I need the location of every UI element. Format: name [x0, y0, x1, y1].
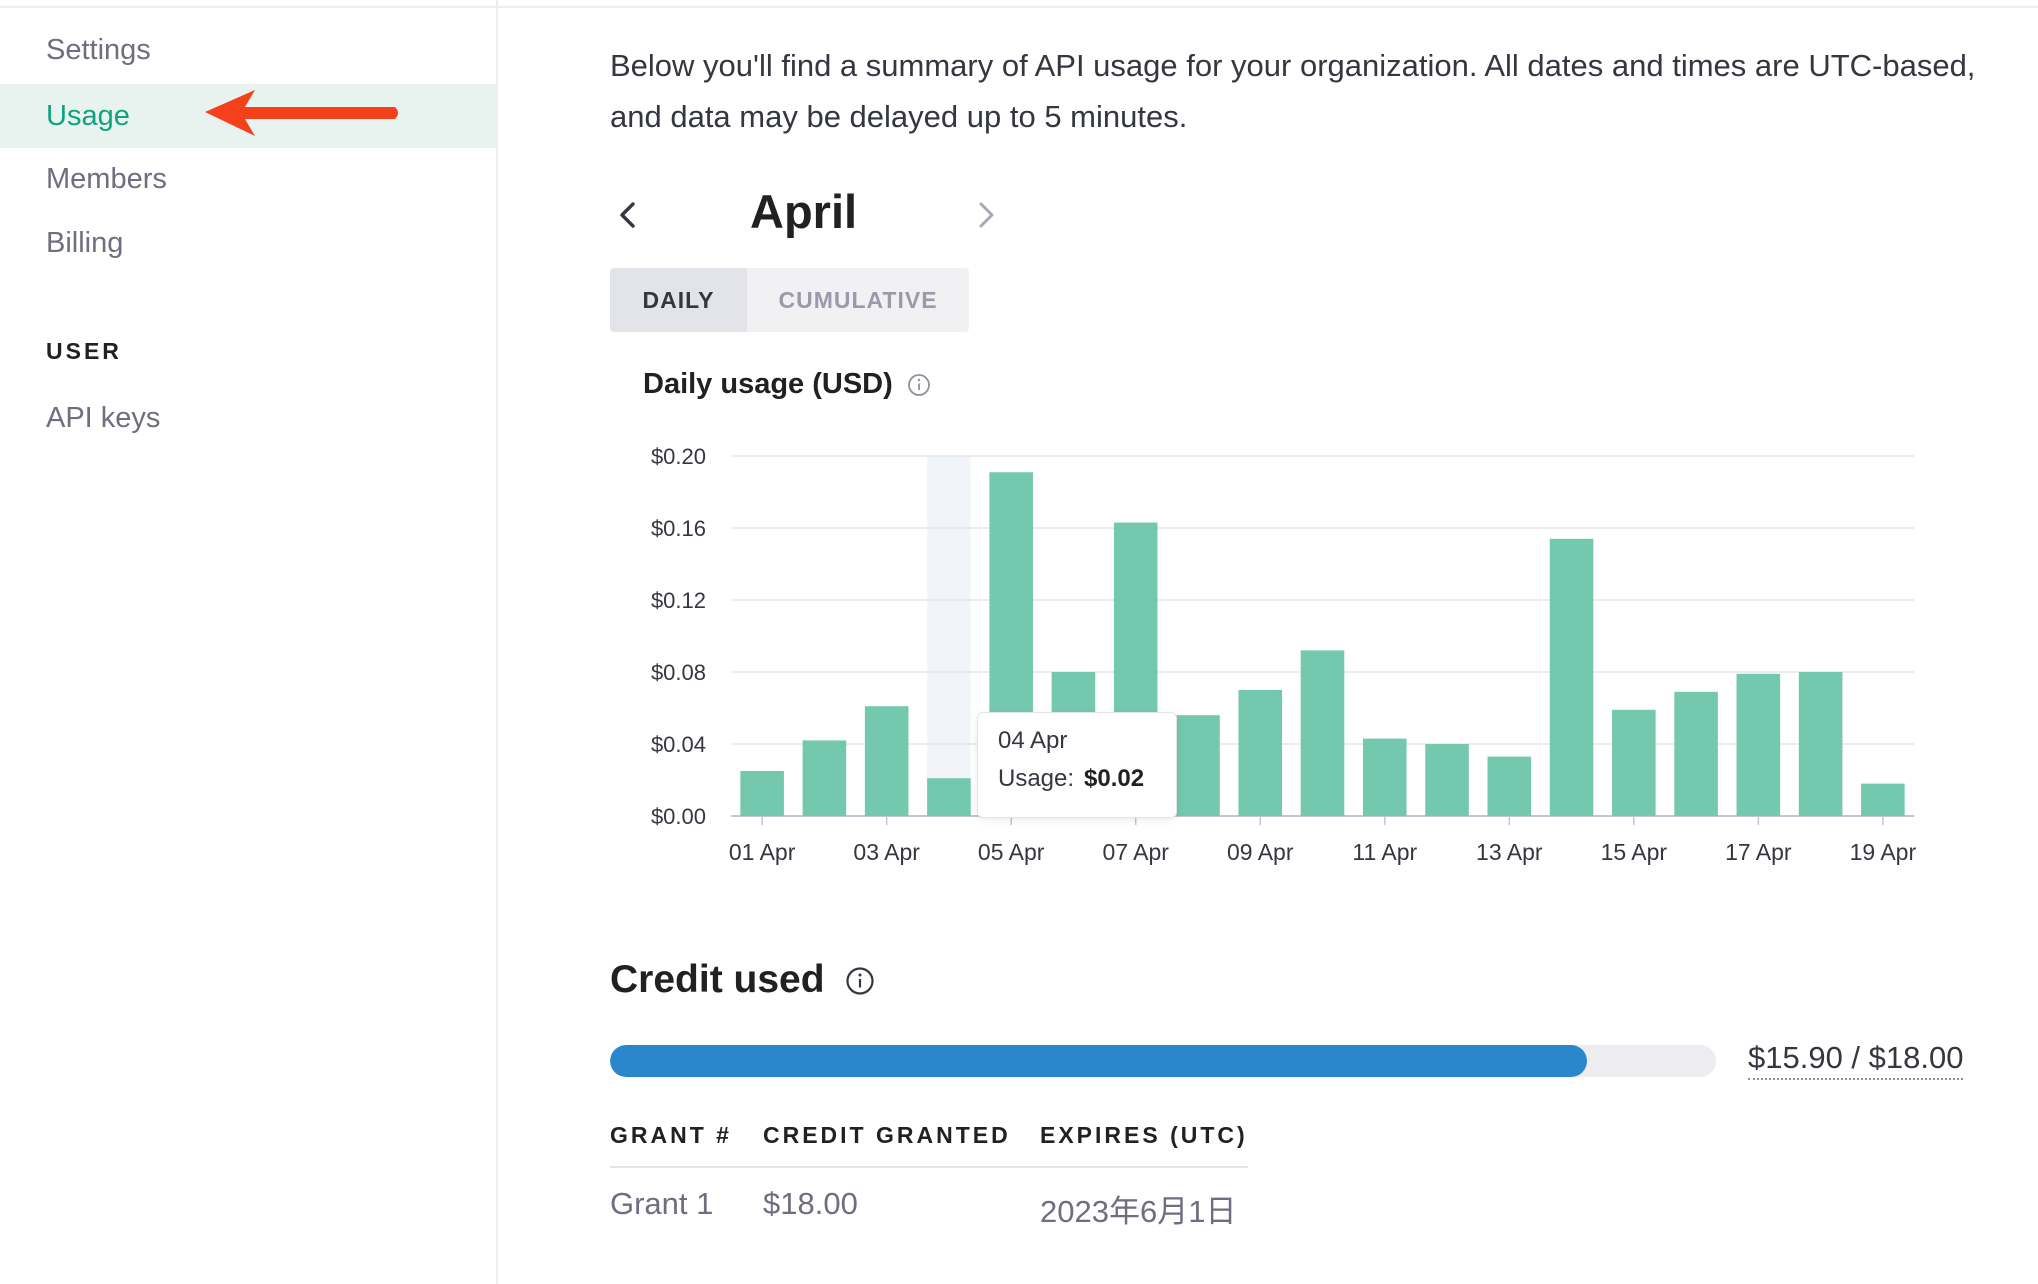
chart-bar[interactable] — [1425, 744, 1469, 816]
column-header-grant: GRANT # — [610, 1122, 732, 1148]
x-tick-label: 05 Apr — [978, 839, 1045, 865]
tooltip-label: Usage: — [998, 765, 1075, 792]
chart-bar[interactable] — [864, 706, 909, 816]
credit-progress-bar — [610, 1045, 1716, 1077]
info-icon[interactable] — [907, 373, 931, 397]
chevron-left-icon[interactable] — [612, 198, 646, 232]
sidebar-item-billing[interactable]: Billing — [0, 211, 496, 275]
month-title: April — [750, 185, 858, 238]
chart-bar[interactable] — [1176, 715, 1220, 816]
chart-hover-band — [927, 456, 971, 816]
chart-bar[interactable] — [1362, 738, 1407, 816]
chart-bar[interactable] — [1487, 756, 1532, 816]
sidebar-item-label: Usage — [46, 99, 130, 132]
month-selector: April — [610, 180, 1010, 250]
sidebar-item-label: Members — [46, 162, 167, 195]
tooltip-date: 04 Apr — [998, 727, 1068, 754]
credit-used-title: Credit used — [610, 958, 825, 1001]
tooltip-value: $0.02 — [1084, 765, 1145, 792]
sidebar-section-user-title: USER — [46, 338, 122, 364]
chart-bar[interactable] — [1736, 673, 1781, 816]
x-tick-label: 01 Apr — [729, 839, 796, 865]
x-tick-label: 15 Apr — [1601, 839, 1668, 865]
x-tick-label: 09 Apr — [1227, 839, 1294, 865]
y-tick-label: $0.04 — [651, 732, 706, 757]
y-tick-label: $0.16 — [651, 516, 706, 541]
sidebar-item-label: Settings — [46, 33, 151, 66]
x-tick-label: 07 Apr — [1102, 839, 1169, 865]
x-tick-label: 17 Apr — [1725, 839, 1792, 865]
top-divider — [0, 0, 2038, 8]
chart-bar[interactable] — [1238, 690, 1283, 816]
credit-amount[interactable]: $15.90 / $18.00 — [1748, 1040, 1964, 1080]
daily-usage-chart: $0.20 $0.16 $0.12 $0.08 $0.04 $0.00 01 Apr 03 A… — [651, 444, 1917, 865]
chart-bar[interactable] — [1549, 538, 1594, 816]
chart-bar[interactable] — [927, 778, 971, 816]
chart-bar[interactable] — [1300, 650, 1345, 816]
sidebar-item-label: Billing — [46, 226, 124, 259]
chart-tooltip: 04 Apr Usage: $0.02 — [977, 712, 1177, 818]
red-arrow-icon — [205, 90, 398, 136]
grants-table: GRANT # CREDIT GRANTED EXPIRES (UTC) Gra… — [610, 1118, 1248, 1238]
tab-cumulative[interactable]: CUMULATIVE — [778, 286, 938, 313]
column-header-expires: EXPIRES (UTC) — [1040, 1122, 1248, 1148]
x-tick-label: 19 Apr — [1850, 839, 1917, 865]
chevron-right-icon[interactable] — [968, 198, 1002, 232]
chart-bar[interactable] — [1674, 691, 1718, 816]
view-toggle: DAILY CUMULATIVE — [610, 268, 969, 332]
table-cell-expires: 2023年6月1日 — [1040, 1194, 1237, 1229]
table-cell-grant: Grant 1 — [610, 1186, 714, 1221]
column-header-credit-granted: CREDIT GRANTED — [763, 1122, 1011, 1148]
x-tick-label: 03 Apr — [853, 839, 920, 865]
y-tick-label: $0.20 — [651, 444, 706, 469]
sidebar: Settings Usage Members Billing USER API … — [0, 0, 498, 1284]
x-tick-label: 13 Apr — [1476, 839, 1543, 865]
chart-bar[interactable] — [802, 740, 847, 816]
tab-daily[interactable]: DAILY — [610, 268, 747, 332]
x-tick-label: 11 Apr — [1352, 839, 1417, 865]
sidebar-item-api-keys[interactable]: API keys — [0, 386, 496, 450]
info-icon[interactable] — [845, 966, 875, 996]
y-tick-label: $0.00 — [651, 804, 706, 829]
table-row: Grant 1 $18.00 2023年6月1日 — [610, 1168, 1248, 1238]
y-tick-label: $0.08 — [651, 660, 706, 685]
chart-bar[interactable] — [740, 771, 784, 816]
chart-bar[interactable] — [1612, 709, 1656, 816]
table-cell-credit: $18.00 — [763, 1186, 858, 1221]
sidebar-item-label: API keys — [46, 401, 161, 434]
chart-bar[interactable] — [1798, 672, 1843, 816]
sidebar-item-members[interactable]: Members — [0, 147, 496, 211]
credit-progress-fill — [610, 1045, 1587, 1077]
intro-text: Below you'll find a summary of API usage… — [610, 48, 1976, 134]
sidebar-item-settings[interactable]: Settings — [0, 18, 496, 82]
table-header: GRANT # CREDIT GRANTED EXPIRES (UTC) — [610, 1118, 1248, 1168]
chart-title: Daily usage (USD) — [643, 368, 893, 400]
y-tick-label: $0.12 — [651, 588, 706, 613]
chart-bar[interactable] — [1861, 783, 1905, 816]
